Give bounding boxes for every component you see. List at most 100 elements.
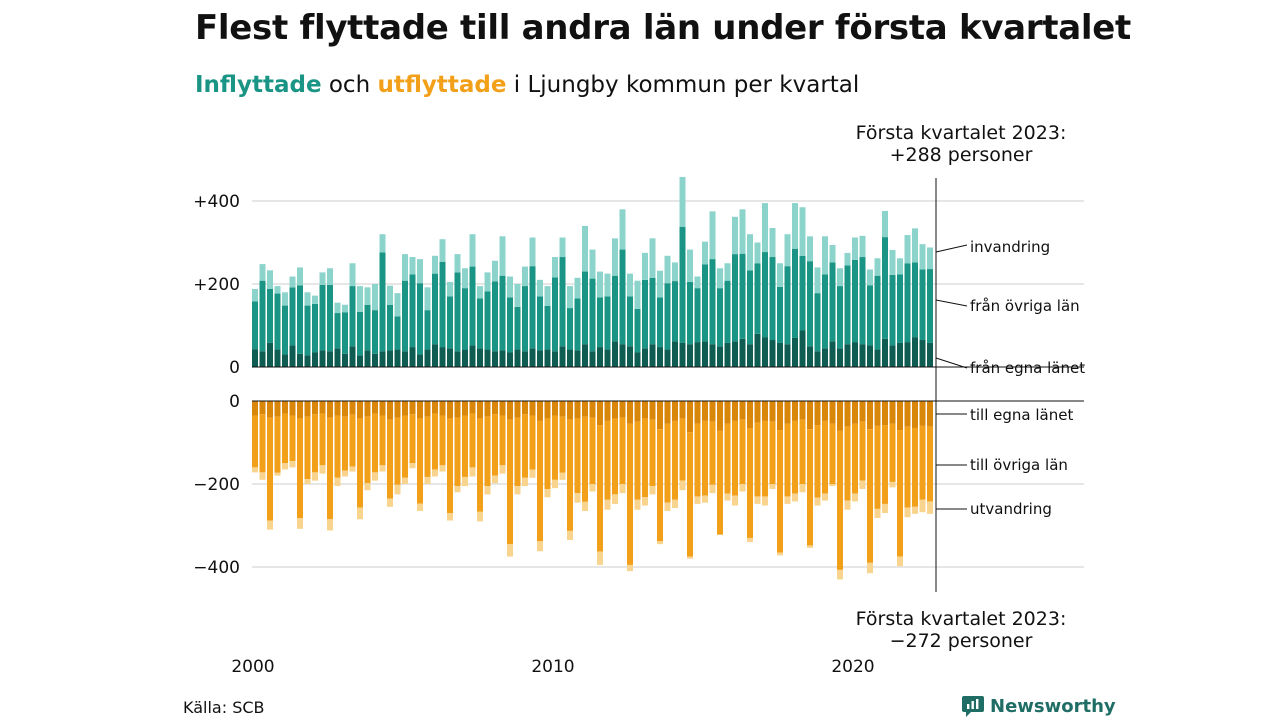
bar-till-egna-lanet [657, 401, 663, 430]
bar-fran-ovriga-lan [927, 269, 933, 343]
bar-fran-egna-lanet [304, 355, 311, 367]
bar-invandring [537, 279, 543, 297]
bar-till-ovriga-lan [799, 419, 806, 484]
bar-invandring [522, 266, 528, 287]
bar-fran-egna-lanet [342, 353, 348, 367]
annotation-top-line2: +288 personer [890, 144, 1033, 166]
bar-fran-ovriga-lan [664, 283, 671, 350]
bar-invandring [852, 237, 858, 260]
labels-group: +400 +200 0 0 −200 −400 2000 2010 2020 Första kva… [193, 122, 1085, 677]
bar-invandring [919, 244, 926, 270]
bar-till-ovriga-lan [687, 432, 693, 557]
bar-invandring [364, 287, 371, 305]
bar-till-egna-lanet [724, 401, 731, 424]
bar-till-ovriga-lan [574, 418, 581, 494]
bar-invandring [252, 288, 258, 302]
bar-till-ovriga-lan [844, 426, 851, 501]
bar-till-ovriga-lan [522, 414, 528, 478]
bar-fran-egna-lanet [394, 349, 401, 367]
bar-invandring [709, 211, 716, 260]
bar-invandring [477, 286, 483, 299]
bar-invandring [889, 249, 896, 275]
y-tick-bottom-200: −200 [193, 475, 240, 495]
bar-fran-egna-lanet [357, 355, 363, 367]
bar-invandring [784, 234, 791, 267]
bar-till-egna-lanet [679, 401, 686, 419]
bar-till-egna-lanet [274, 401, 281, 417]
bar-till-ovriga-lan [709, 421, 716, 485]
bar-fran-ovriga-lan [372, 310, 378, 354]
bar-utvandring [537, 541, 543, 552]
bar-till-ovriga-lan [627, 423, 633, 565]
series-label-fran-ovriga-lan: från övriga län [970, 297, 1080, 315]
bar-till-egna-lanet [702, 401, 708, 421]
bar-till-ovriga-lan [724, 423, 731, 494]
bar-fran-egna-lanet [919, 340, 926, 367]
bar-fran-ovriga-lan [822, 274, 828, 349]
bar-till-ovriga-lan [664, 423, 671, 503]
leader-line-top-0 [935, 244, 968, 253]
bar-invandring [357, 286, 363, 312]
bar-fran-ovriga-lan [507, 297, 513, 353]
bar-invandring [799, 207, 806, 256]
bar-utvandring [784, 496, 791, 504]
bar-fran-egna-lanet [507, 352, 513, 367]
bar-utvandring [724, 493, 731, 501]
bar-invandring [529, 237, 536, 267]
bar-fran-ovriga-lan [889, 274, 896, 346]
bar-fran-ovriga-lan [274, 293, 281, 350]
bar-fran-egna-lanet [289, 345, 296, 367]
bar-utvandring [582, 501, 588, 511]
bar-utvandring [889, 481, 896, 488]
bar-fran-egna-lanet [784, 344, 791, 367]
bar-till-egna-lanet [664, 401, 671, 424]
bar-till-ovriga-lan [589, 417, 596, 484]
bar-fran-ovriga-lan [799, 255, 806, 331]
x-tick-2010: 2010 [531, 657, 574, 677]
bar-invandring [597, 271, 603, 298]
leader-line-top-2 [935, 357, 968, 369]
bar-invandring [634, 280, 641, 309]
bar-till-ovriga-lan [634, 421, 641, 500]
bar-till-egna-lanet [807, 401, 813, 430]
bar-fran-egna-lanet [522, 351, 528, 367]
y-tick-top-400: +400 [193, 192, 240, 212]
bar-invandring [762, 203, 768, 253]
bar-fran-ovriga-lan [394, 316, 401, 350]
bar-invandring [747, 234, 753, 271]
subtitle-utflyttade: utflyttade [377, 72, 507, 98]
bar-fran-egna-lanet [417, 354, 423, 367]
bar-till-egna-lanet [694, 401, 701, 424]
bar-fran-ovriga-lan [739, 253, 746, 339]
bar-fran-ovriga-lan [762, 252, 768, 338]
bar-till-ovriga-lan [484, 416, 491, 487]
bar-utvandring [387, 498, 393, 507]
bar-till-egna-lanet [589, 401, 596, 418]
bar-invandring [394, 293, 401, 317]
bar-fran-ovriga-lan [439, 262, 446, 348]
bar-fran-egna-lanet [282, 354, 288, 367]
bar-utvandring [852, 493, 858, 502]
bar-till-egna-lanet [634, 401, 641, 422]
bar-fran-egna-lanet [709, 344, 716, 367]
bar-fran-ovriga-lan [694, 288, 701, 343]
bar-fran-ovriga-lan [319, 284, 326, 351]
bar-till-ovriga-lan [829, 423, 836, 484]
bar-invandring [649, 238, 656, 278]
bar-till-ovriga-lan [387, 419, 393, 499]
bar-till-egna-lanet [454, 401, 461, 418]
bar-utvandring [417, 503, 423, 511]
series-label-till-egna-lanet: till egna länet [970, 406, 1073, 424]
bar-till-ovriga-lan [552, 415, 558, 480]
bar-till-egna-lanet [897, 401, 903, 431]
bar-invandring [904, 235, 911, 264]
bar-fran-egna-lanet [619, 344, 626, 367]
bar-till-egna-lanet [822, 401, 828, 421]
bar-invandring [912, 228, 918, 263]
bar-till-egna-lanet [814, 401, 821, 426]
bar-till-egna-lanet [882, 401, 888, 426]
bar-invandring [469, 234, 476, 267]
bar-till-egna-lanet [559, 401, 566, 417]
bar-fran-egna-lanet [267, 342, 273, 367]
bar-till-egna-lanet [874, 401, 881, 426]
